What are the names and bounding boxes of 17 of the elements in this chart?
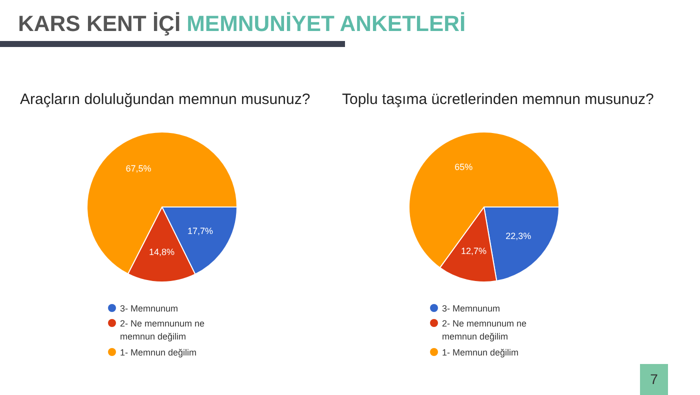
chart-title: Toplu taşıma ücretlerinden memnun musunuz?	[342, 91, 654, 108]
legend-label: 3- Memnunum	[120, 304, 178, 314]
data-label: 14,8%	[148, 247, 174, 257]
data-label: 22,3%	[506, 231, 532, 242]
legend-label: 1- Memnun değilim	[120, 348, 197, 358]
text: MEMNUNİYET ANKETLERİ	[186, 11, 466, 36]
legend-label: 2- Ne memnunum ne memnun değilim	[442, 318, 527, 342]
data-label: 12,7%	[461, 246, 487, 256]
chart-title: Araçların doluluğundan memnun musunuz?	[20, 91, 310, 108]
legend-label: 1- Memnun değilim	[442, 348, 519, 358]
legend-label: 3- Memnunum	[442, 304, 500, 314]
data-label: 65%	[454, 162, 473, 172]
text: 7	[650, 371, 658, 387]
data-label: 17,7%	[187, 226, 213, 236]
legend-label: 2- Ne memnunum ne memnun değilim	[120, 318, 205, 342]
text: KARS KENT İÇİ	[18, 11, 181, 36]
data-label: 67,5%	[126, 164, 152, 174]
